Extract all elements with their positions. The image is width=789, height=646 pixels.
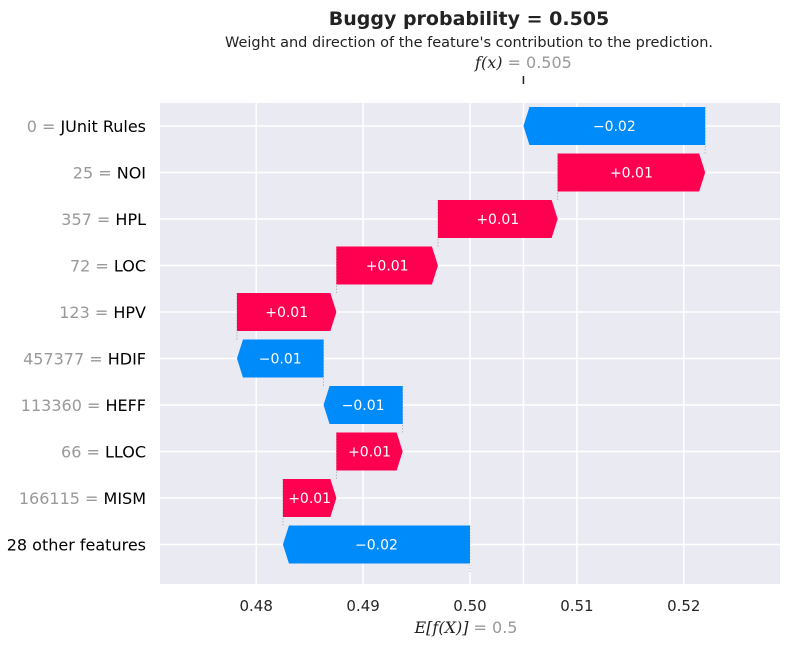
- feature-value: 166115 =: [19, 489, 104, 508]
- feature-name: HPL: [115, 210, 146, 229]
- feature-value: 123 =: [59, 303, 113, 322]
- waterfall-bar-positive: [437, 200, 558, 238]
- bar-value-label: −0.02: [355, 538, 398, 554]
- feature-value: 0 =: [27, 117, 61, 136]
- feature-name: 28 other features: [7, 536, 146, 555]
- feature-label: 123 = HPV: [59, 303, 146, 322]
- chart-title: Buggy probability = 0.505: [329, 8, 610, 30]
- waterfall-bar-negative: [282, 525, 470, 564]
- feature-value: 72 =: [70, 257, 114, 276]
- x-tick-label: 0.49: [346, 597, 379, 615]
- bar-value-label: +0.01: [288, 491, 331, 507]
- expected-symbol: E[f(X)]: [414, 618, 474, 637]
- feature-name: JUnit Rules: [59, 117, 146, 136]
- waterfall-bar-negative: [523, 107, 706, 145]
- x-tick-label: 0.51: [560, 597, 593, 615]
- feature-label: 113360 = HEFF: [21, 396, 146, 415]
- bar-value-label: +0.01: [265, 305, 308, 321]
- bar-value-label: +0.01: [476, 212, 519, 228]
- feature-name: MISM: [104, 489, 146, 508]
- bar-value-label: +0.01: [348, 445, 391, 461]
- waterfall-bar-negative: [323, 386, 403, 424]
- feature-label: 72 = LOC: [70, 257, 146, 276]
- feature-name: LOC: [114, 257, 146, 276]
- waterfall-bar-negative: [236, 339, 324, 378]
- feature-name: LLOC: [105, 443, 146, 462]
- bar-value-label: −0.02: [593, 119, 636, 135]
- chart-subtitle: Weight and direction of the feature's co…: [225, 35, 713, 51]
- feature-label: 28 other features: [7, 536, 146, 555]
- fx-symbol: f(x): [474, 53, 508, 72]
- bar-value-label: −0.01: [259, 352, 302, 368]
- feature-name: NOI: [117, 164, 146, 183]
- waterfall-bar-positive: [336, 246, 438, 285]
- feature-value: 457377 =: [23, 350, 108, 369]
- x-tick-label: 0.52: [667, 597, 700, 615]
- waterfall-bar-positive: [336, 432, 403, 471]
- expected-value: = 0.5: [474, 618, 518, 637]
- x-tick-label: 0.50: [453, 597, 486, 615]
- bar-value-label: +0.01: [366, 259, 409, 275]
- feature-name: HEFF: [105, 396, 146, 415]
- feature-value: 357 =: [61, 210, 115, 229]
- feature-value: 25 =: [73, 164, 117, 183]
- feature-value: 113360 =: [21, 396, 106, 415]
- feature-label: 166115 = MISM: [19, 489, 146, 508]
- bar-value-label: +0.01: [610, 166, 653, 182]
- waterfall-bar-positive: [282, 479, 337, 517]
- bar-value-label: −0.01: [342, 398, 385, 414]
- feature-label: 25 = NOI: [73, 164, 146, 183]
- waterfall-bar-positive: [557, 153, 706, 192]
- feature-label: 66 = LLOC: [61, 443, 146, 462]
- feature-label: 457377 = HDIF: [23, 350, 146, 369]
- feature-label: 357 = HPL: [61, 210, 146, 229]
- fx-value: = 0.505: [508, 53, 572, 72]
- x-tick-label: 0.48: [240, 597, 273, 615]
- fx-annotation: f(x) = 0.505: [474, 53, 572, 72]
- expected-value-annotation: E[f(X)] = 0.5: [414, 618, 518, 637]
- waterfall-bar-positive: [236, 293, 337, 331]
- feature-value: 66 =: [61, 443, 105, 462]
- feature-label: 0 = JUnit Rules: [27, 117, 146, 136]
- feature-name: HDIF: [108, 350, 146, 369]
- feature-name: HPV: [113, 303, 146, 322]
